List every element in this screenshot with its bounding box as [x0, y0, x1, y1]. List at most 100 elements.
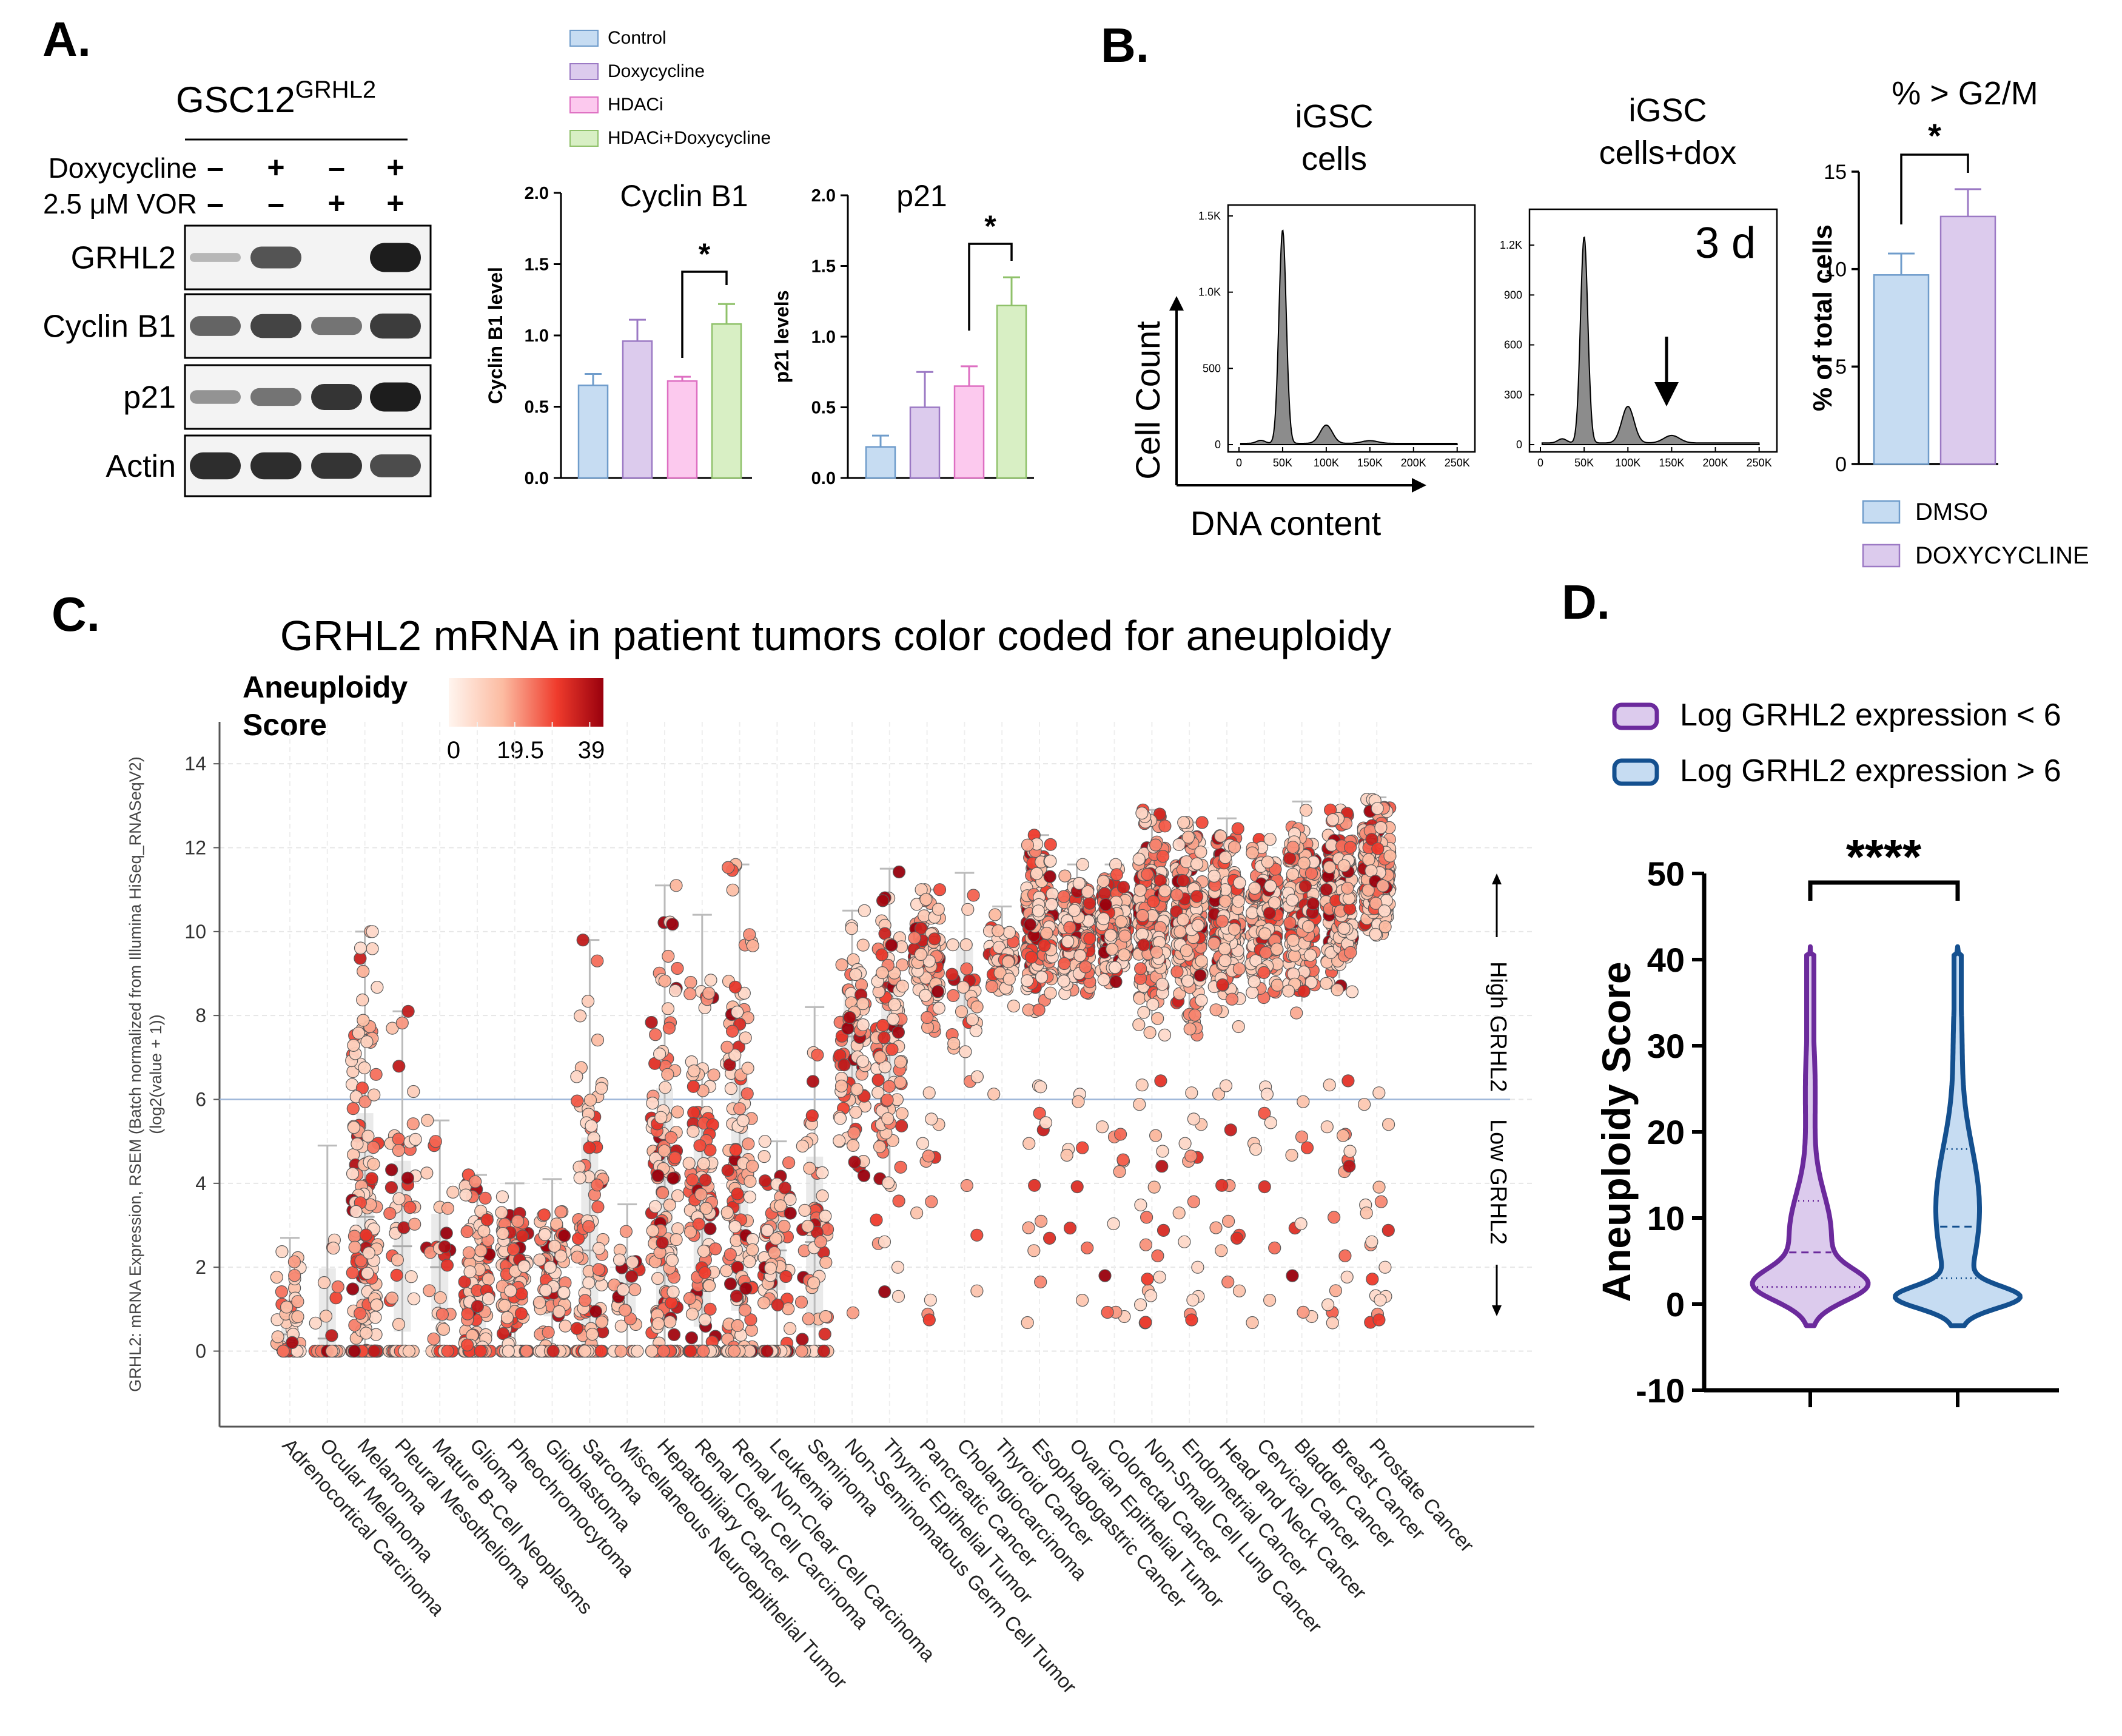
y-tick-label: 1.5: [525, 255, 549, 275]
sign-1-1: –: [267, 186, 284, 220]
data-point: [1259, 946, 1272, 960]
y-axis-label: Aneuploidy Score: [1594, 961, 1639, 1302]
data-point: [583, 1141, 596, 1154]
bar: [711, 323, 742, 479]
data-point: [1304, 867, 1318, 880]
category-prostate-cancer: Prostate Cancer: [1357, 793, 1479, 1556]
y-tick-label: 4: [195, 1172, 206, 1194]
data-point: [368, 1088, 381, 1102]
bar: [953, 385, 985, 479]
data-point: [666, 918, 679, 931]
data-point: [573, 1009, 587, 1023]
data-point: [668, 984, 682, 997]
data-point: [1209, 1221, 1223, 1234]
data-point: [834, 1079, 848, 1093]
histogram-curve: [1240, 229, 1458, 445]
data-point: [1218, 954, 1232, 967]
data-point: [744, 1174, 757, 1188]
data-point: [895, 1107, 909, 1120]
data-point: [397, 1221, 411, 1234]
data-point: [502, 1344, 515, 1358]
data-point: [533, 1253, 546, 1267]
data-point: [441, 1344, 454, 1358]
data-point: [1183, 1022, 1197, 1036]
data-point: [699, 1173, 712, 1187]
data-point: [1283, 916, 1297, 929]
data-point: [327, 1242, 340, 1255]
data-point: [891, 1026, 905, 1039]
data-point: [1141, 867, 1154, 881]
data-point: [1264, 880, 1277, 893]
data-point: [969, 1024, 982, 1037]
sign-1-3: +: [386, 186, 404, 220]
data-point: [878, 1235, 891, 1248]
bar: [909, 406, 941, 479]
data-point: [1365, 1235, 1378, 1248]
y-tick-label: 1.0: [811, 328, 836, 347]
data-point: [724, 1082, 738, 1095]
data-point: [908, 931, 921, 944]
data-point: [724, 1248, 737, 1261]
data-point: [533, 1296, 546, 1309]
data-point: [1246, 906, 1259, 920]
hist-y-tick-label: 1.5K: [1198, 210, 1221, 222]
y-tick-label: 5: [1835, 355, 1847, 378]
data-point: [392, 1317, 406, 1331]
hist-x-tick-label: 200K: [1703, 457, 1728, 469]
significance-stars: ****: [1846, 830, 1922, 884]
data-point: [960, 1179, 973, 1193]
data-point: [1224, 1123, 1237, 1137]
data-point: [1271, 978, 1284, 992]
data-point: [894, 1160, 907, 1174]
data-point: [992, 924, 1005, 938]
data-point: [698, 1266, 711, 1279]
chart-p21: 0.0 0.5 1.0 1.5 2.0 p21 levels p21 *: [771, 179, 1034, 488]
sign-0-2: –: [328, 150, 345, 184]
data-point: [1177, 913, 1190, 926]
data-point: [1140, 1211, 1153, 1224]
data-point: [403, 1200, 417, 1214]
data-point: [887, 1012, 900, 1026]
data-point: [618, 1304, 632, 1317]
sign-0-0: –: [207, 150, 224, 184]
data-point: [1137, 938, 1150, 952]
data-point: [348, 1344, 361, 1358]
data-point: [1057, 974, 1070, 988]
data-point: [471, 1300, 485, 1313]
data-point: [961, 903, 975, 916]
data-point: [1001, 955, 1015, 969]
data-point: [1263, 833, 1277, 846]
data-point: [570, 1070, 583, 1083]
data-point: [1025, 950, 1038, 964]
data-point: [628, 1283, 642, 1296]
data-point: [687, 1064, 700, 1078]
y-tick-label: 10: [184, 921, 206, 943]
data-point: [856, 938, 870, 952]
data-point: [1221, 1275, 1235, 1289]
data-point: [743, 928, 756, 941]
data-point: [838, 1058, 851, 1072]
data-point: [1040, 926, 1053, 940]
data-point: [1320, 977, 1333, 990]
data-point: [1113, 1128, 1127, 1141]
data-point: [570, 1322, 583, 1335]
hist-y-tick-label: 900: [1504, 289, 1522, 301]
data-point: [349, 1205, 363, 1219]
data-point: [693, 1139, 707, 1152]
data-point: [1320, 1120, 1334, 1134]
data-point: [557, 1229, 571, 1242]
y-axis-label: p21 levels: [771, 291, 793, 383]
data-point: [582, 1276, 596, 1290]
data-point: [726, 883, 739, 897]
data-point: [876, 894, 890, 907]
data-point: [683, 1291, 697, 1305]
data-point: [1366, 1273, 1379, 1286]
y-tick-label: 1.5: [811, 257, 836, 277]
data-point: [707, 1068, 720, 1082]
data-point: [1021, 838, 1035, 852]
data-point: [1061, 935, 1075, 948]
data-point: [698, 1313, 712, 1327]
low-grhl2-annotation: Low GRHL2: [1485, 1119, 1511, 1316]
data-point: [743, 1255, 756, 1268]
data-point: [1044, 986, 1057, 1000]
